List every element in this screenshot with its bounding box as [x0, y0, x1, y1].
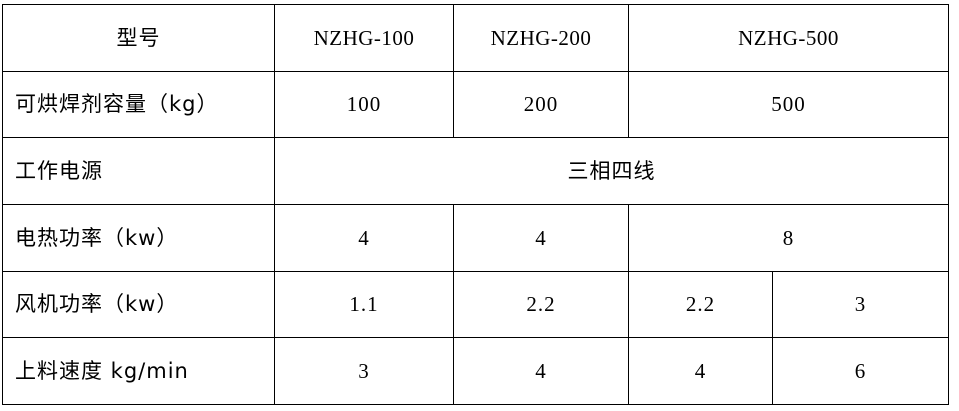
cell-heating-power-nzhg500: 8 — [627, 203, 950, 272]
cell-heating-power-nzhg100: 4 — [274, 203, 454, 272]
row-label-feed-rate: 上料速度 kg/min — [2, 337, 275, 405]
row-label-power-supply: 工作电源 — [2, 137, 275, 205]
cell-power-supply-all: 三相四线 — [273, 137, 950, 205]
row-label-model: 型号 — [2, 4, 275, 72]
table-row: 工作电源 三相四线 — [2, 137, 950, 205]
table-row: 可烘焊剂容量（kg） 100 200 500 — [2, 70, 950, 139]
cell-fan-power-nzhg500-a: 2.2 — [628, 270, 773, 339]
table-row: 型号 NZHG-100 NZHG-200 NZHG-500 — [2, 4, 950, 72]
cell-feed-rate-nzhg200: 4 — [453, 337, 629, 405]
cell-model-nzhg100: NZHG-100 — [274, 4, 454, 72]
cell-feed-rate-nzhg500-a: 4 — [628, 337, 773, 405]
row-label-fan-power: 风机功率（kw） — [2, 270, 275, 339]
cell-heating-power-nzhg200: 4 — [453, 203, 629, 272]
cell-flux-capacity-nzhg500: 500 — [627, 70, 950, 139]
cell-fan-power-nzhg200: 2.2 — [453, 270, 629, 339]
cell-model-nzhg500: NZHG-500 — [627, 4, 950, 72]
cell-model-nzhg200: NZHG-200 — [453, 4, 629, 72]
cell-fan-power-nzhg100: 1.1 — [274, 270, 454, 339]
cell-feed-rate-nzhg500-b: 6 — [771, 337, 950, 405]
specification-table-container: 型号 NZHG-100 NZHG-200 NZHG-500 可烘焊剂容量（kg）… — [2, 4, 950, 405]
table-row: 风机功率（kw） 1.1 2.2 2.2 3 — [2, 270, 950, 339]
specification-table: 型号 NZHG-100 NZHG-200 NZHG-500 可烘焊剂容量（kg）… — [2, 4, 950, 405]
row-label-heating-power: 电热功率（kw） — [2, 203, 275, 272]
table-row: 电热功率（kw） 4 4 8 — [2, 203, 950, 272]
table-row: 上料速度 kg/min 3 4 4 6 — [2, 337, 950, 405]
cell-feed-rate-nzhg100: 3 — [274, 337, 454, 405]
row-label-flux-capacity: 可烘焊剂容量（kg） — [2, 70, 275, 139]
cell-fan-power-nzhg500-b: 3 — [771, 270, 950, 339]
cell-flux-capacity-nzhg100: 100 — [274, 70, 454, 139]
cell-flux-capacity-nzhg200: 200 — [453, 70, 629, 139]
